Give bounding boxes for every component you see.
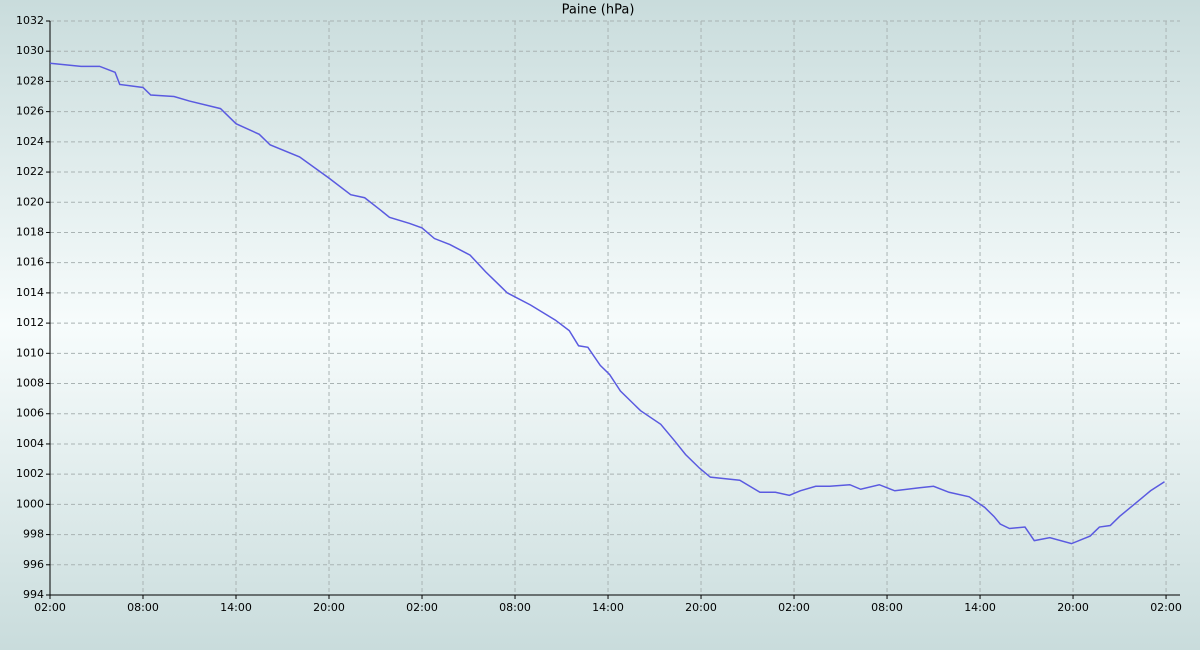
- y-tick-label: 1032: [16, 14, 44, 27]
- y-tick-label: 996: [23, 558, 44, 571]
- y-tick-label: 1016: [16, 256, 44, 269]
- y-tick-label: 1004: [16, 437, 44, 450]
- y-tick-label: 1012: [16, 316, 44, 329]
- y-tick-label: 1014: [16, 286, 44, 299]
- x-tick-label: 20:00: [685, 601, 717, 614]
- y-tick-label: 1020: [16, 195, 44, 208]
- x-tick-label: 02:00: [34, 601, 66, 614]
- y-tick-label: 994: [23, 588, 44, 601]
- x-tick-label: 14:00: [964, 601, 996, 614]
- x-tick-label: 20:00: [313, 601, 345, 614]
- x-tick-label: 20:00: [1057, 601, 1089, 614]
- y-tick-label: 1018: [16, 225, 44, 238]
- y-tick-label: 1030: [16, 44, 44, 57]
- x-tick-label: 02:00: [778, 601, 810, 614]
- y-tick-label: 1024: [16, 135, 44, 148]
- y-tick-label: 1026: [16, 105, 44, 118]
- x-tick-label: 02:00: [1150, 601, 1182, 614]
- y-tick-label: 1028: [16, 74, 44, 87]
- x-tick-label: 08:00: [499, 601, 531, 614]
- y-tick-label: 1008: [16, 377, 44, 390]
- y-tick-label: 1006: [16, 407, 44, 420]
- data-line: [49, 62, 1165, 545]
- x-tick-label: 14:00: [592, 601, 624, 614]
- x-tick-label: 08:00: [871, 601, 903, 614]
- y-tick-label: 1002: [16, 467, 44, 480]
- x-tick-label: 02:00: [406, 601, 438, 614]
- y-tick-label: 1000: [16, 497, 44, 510]
- x-tick-label: 14:00: [220, 601, 252, 614]
- chart-title: Paine (hPa): [562, 3, 635, 18]
- x-tick-label: 08:00: [127, 601, 159, 614]
- y-tick-label: 1010: [16, 346, 44, 359]
- y-tick-label: 998: [23, 528, 44, 541]
- y-tick-label: 1022: [16, 165, 44, 178]
